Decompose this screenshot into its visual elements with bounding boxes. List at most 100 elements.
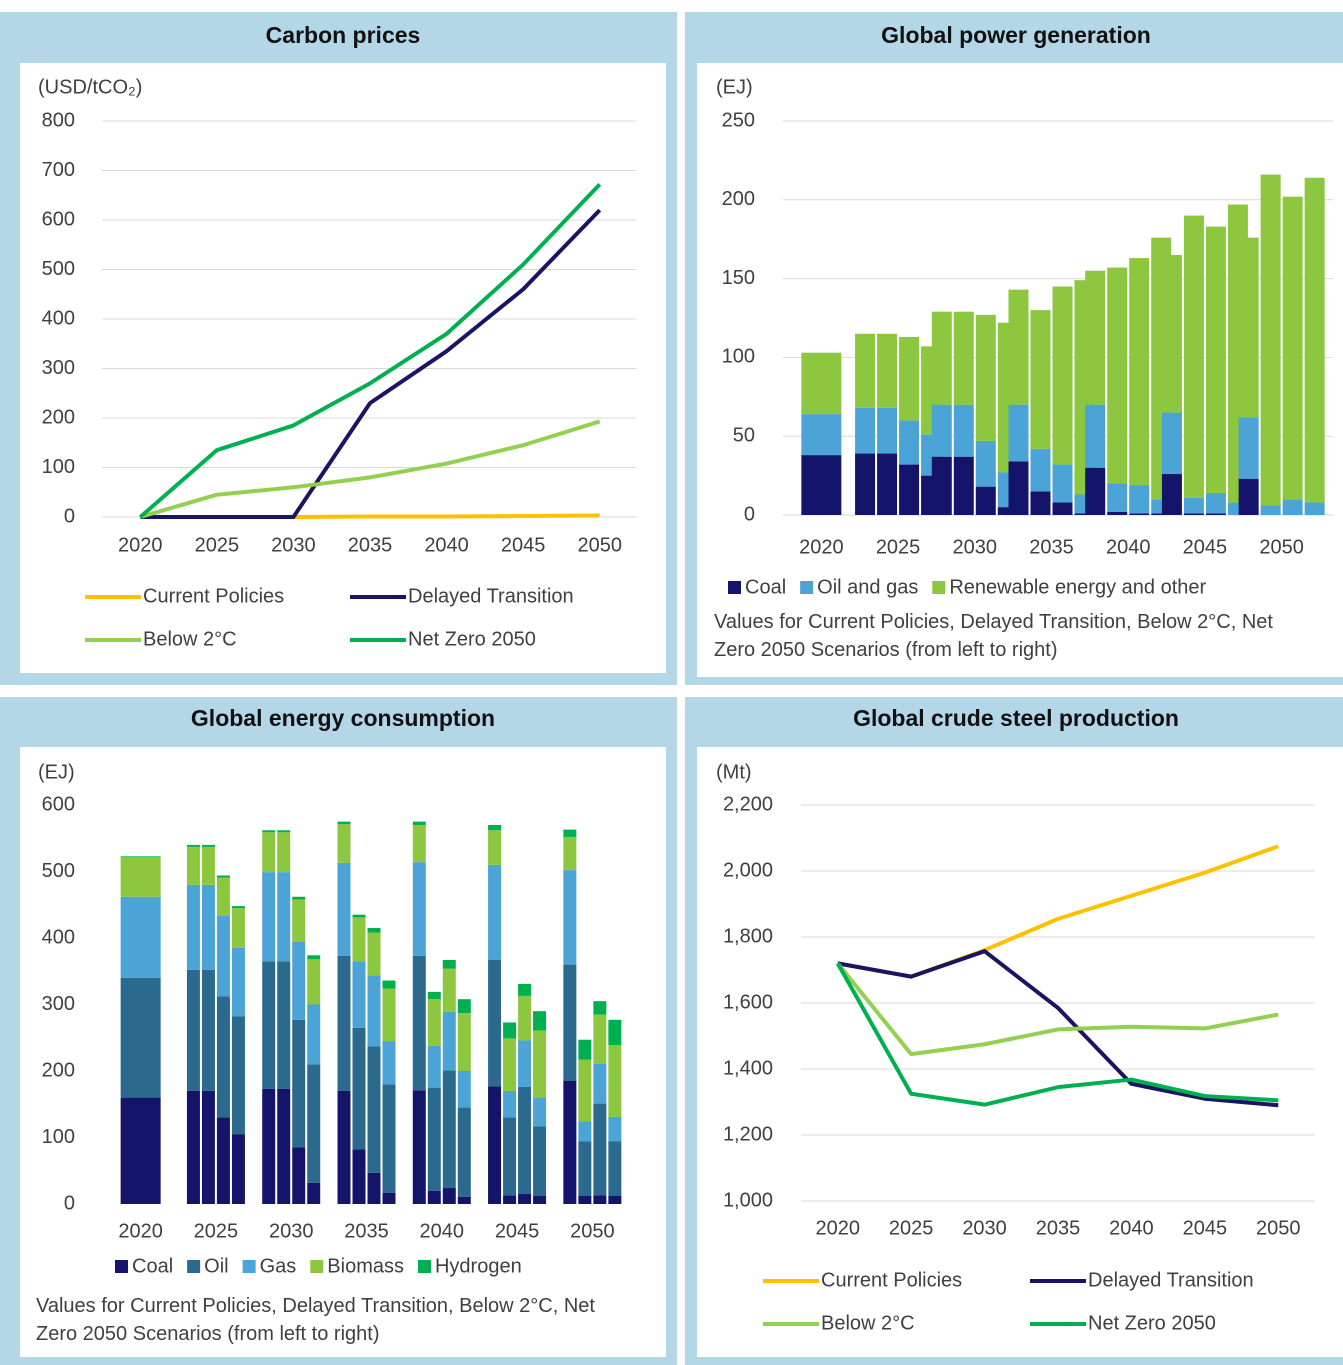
bar-segment	[877, 333, 898, 408]
bar-segment	[337, 821, 351, 825]
x-tick-label: 2035	[344, 1220, 389, 1242]
bar-segment	[608, 1116, 622, 1142]
bar-segment	[307, 955, 321, 960]
bar-segment	[533, 1126, 547, 1197]
bar-segment	[442, 959, 456, 969]
line-series	[835, 962, 1279, 1107]
bar-segment	[1030, 310, 1051, 449]
y-tick-label: 0	[64, 505, 75, 527]
bar-segment	[488, 824, 502, 831]
bar-segment	[277, 830, 291, 833]
bar-segment	[1282, 196, 1303, 500]
y-tick-label: 0	[744, 503, 755, 525]
legend-label: Below 2°C	[821, 1312, 915, 1334]
bar-segment	[931, 311, 952, 405]
bar-segment	[975, 440, 996, 487]
bar-segment	[1008, 289, 1029, 405]
bar-segment	[201, 884, 215, 970]
bar-segment	[262, 832, 276, 873]
line-series	[138, 182, 602, 519]
bar-segment	[503, 1195, 517, 1204]
bar-segment	[1238, 237, 1259, 418]
unit-label: (USD/tCO₂)	[38, 76, 142, 98]
bar-segment	[953, 311, 974, 405]
bar-segment	[382, 1041, 396, 1085]
bar-segment	[1260, 505, 1281, 515]
bar-segment	[412, 955, 426, 1091]
bar-segment	[899, 420, 920, 465]
note-box: Values for Current Policies, Delayed Tra…	[714, 611, 1273, 661]
y-tick-label: 1,600	[723, 991, 773, 1013]
x-tick-label: 2050	[1256, 1217, 1301, 1239]
bar-segment	[518, 1086, 532, 1195]
bar-segment	[1052, 502, 1073, 515]
bar-segment	[457, 1071, 471, 1108]
x-tick-label: 2020	[118, 1220, 163, 1242]
legend-label: Below 2°C	[143, 628, 237, 650]
x-tick-label: 2045	[495, 1220, 540, 1242]
y-tick-label: 200	[42, 1059, 75, 1081]
bar-segment	[578, 1121, 592, 1142]
bar-segment	[608, 1019, 622, 1046]
bar-segment	[1205, 513, 1226, 515]
y-tick-label: 200	[42, 406, 75, 428]
bar-segment	[277, 1088, 291, 1204]
legend-swatch	[417, 1260, 431, 1273]
y-tick-label: 600	[42, 793, 75, 815]
legend-label: Hydrogen	[435, 1255, 522, 1277]
bar-segment	[931, 456, 952, 515]
bar-segment	[533, 1011, 547, 1031]
bar-segment	[1183, 215, 1204, 498]
bar-segment	[503, 1038, 517, 1091]
x-tick-label: 2050	[1259, 536, 1304, 558]
bar-segment	[412, 824, 426, 863]
bar-segment	[427, 1190, 441, 1204]
bar-segment	[382, 988, 396, 1042]
bar-segment	[216, 875, 230, 878]
bar-segment	[186, 884, 200, 970]
bar-segment	[216, 1117, 230, 1204]
bar-segment	[352, 961, 366, 1028]
bar-segment	[277, 961, 291, 1089]
bar-segment	[899, 336, 920, 421]
y-tick-label: 250	[722, 109, 755, 131]
bar-segment	[231, 947, 245, 1017]
y-tick-label: 150	[722, 267, 755, 289]
bar-segment	[1008, 404, 1029, 462]
x-tick-label: 2025	[194, 1220, 239, 1242]
bar-segment	[231, 1134, 245, 1204]
bar-segment	[1205, 226, 1226, 493]
bar-segment	[186, 969, 200, 1091]
bar-segment	[1085, 404, 1106, 468]
bar-segment	[488, 864, 502, 960]
y-tick-label: 500	[42, 860, 75, 882]
bar-segment	[593, 1001, 607, 1015]
legend-swatch	[800, 581, 814, 594]
bar-segment	[578, 1059, 592, 1122]
bar-segment	[1008, 461, 1029, 515]
legend-swatch	[242, 1260, 256, 1273]
bar-segment	[442, 1011, 456, 1071]
bar-segment	[533, 1196, 547, 1204]
bar-segment	[1085, 467, 1106, 515]
chart-title: Carbon prices	[266, 22, 421, 48]
bar-segment	[1183, 497, 1204, 514]
bar-segment	[427, 1087, 441, 1191]
bar-segment	[997, 507, 1018, 515]
bar-segment	[975, 486, 996, 515]
bar-segment	[1107, 483, 1128, 512]
bar-segment	[367, 1046, 381, 1173]
bar-segment	[1052, 286, 1073, 465]
bar-segment	[186, 844, 200, 847]
legend-label: Current Policies	[821, 1269, 962, 1291]
bar-segment	[593, 1063, 607, 1104]
y-tick-label: 100	[42, 1126, 75, 1148]
legend-label: Net Zero 2050	[408, 628, 536, 650]
bar-segment	[457, 1196, 471, 1204]
x-tick-label: 2045	[1183, 536, 1228, 558]
y-tick-label: 100	[722, 346, 755, 368]
line-series	[140, 208, 602, 519]
bar-segment	[503, 1090, 517, 1118]
x-tick-label: 2040	[1109, 1217, 1154, 1239]
bar-segment	[262, 1088, 276, 1204]
